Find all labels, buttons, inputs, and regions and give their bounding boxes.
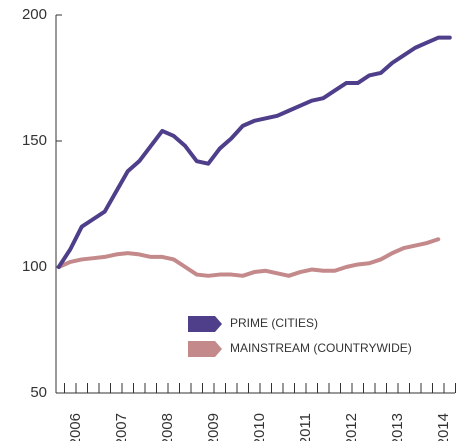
x-tick-label: 2011 (297, 413, 314, 441)
x-tick-label: 2007 (113, 413, 130, 441)
x-tick-label: 2008 (159, 413, 176, 441)
legend-swatch (188, 341, 222, 357)
x-tick-label: 2012 (343, 413, 360, 441)
legend-label: MAINSTREAM (COUNTRYWIDE) (230, 341, 412, 355)
line-series (56, 35, 452, 269)
legend-swatch (188, 316, 222, 332)
x-tick-label: 2014 (435, 413, 452, 441)
y-tick-label: 100 (22, 258, 47, 275)
y-tick-label: 200 (22, 6, 47, 23)
y-tick-label: 150 (22, 132, 47, 149)
line-series (56, 237, 441, 278)
y-tick-label: 50 (30, 384, 47, 401)
x-tick-label: 2006 (67, 413, 84, 441)
x-tick-label: 2010 (251, 413, 268, 441)
legend-label: PRIME (CITIES) (230, 316, 318, 330)
x-tick-label: 2013 (389, 413, 406, 441)
x-tick-label: 2009 (205, 413, 222, 441)
